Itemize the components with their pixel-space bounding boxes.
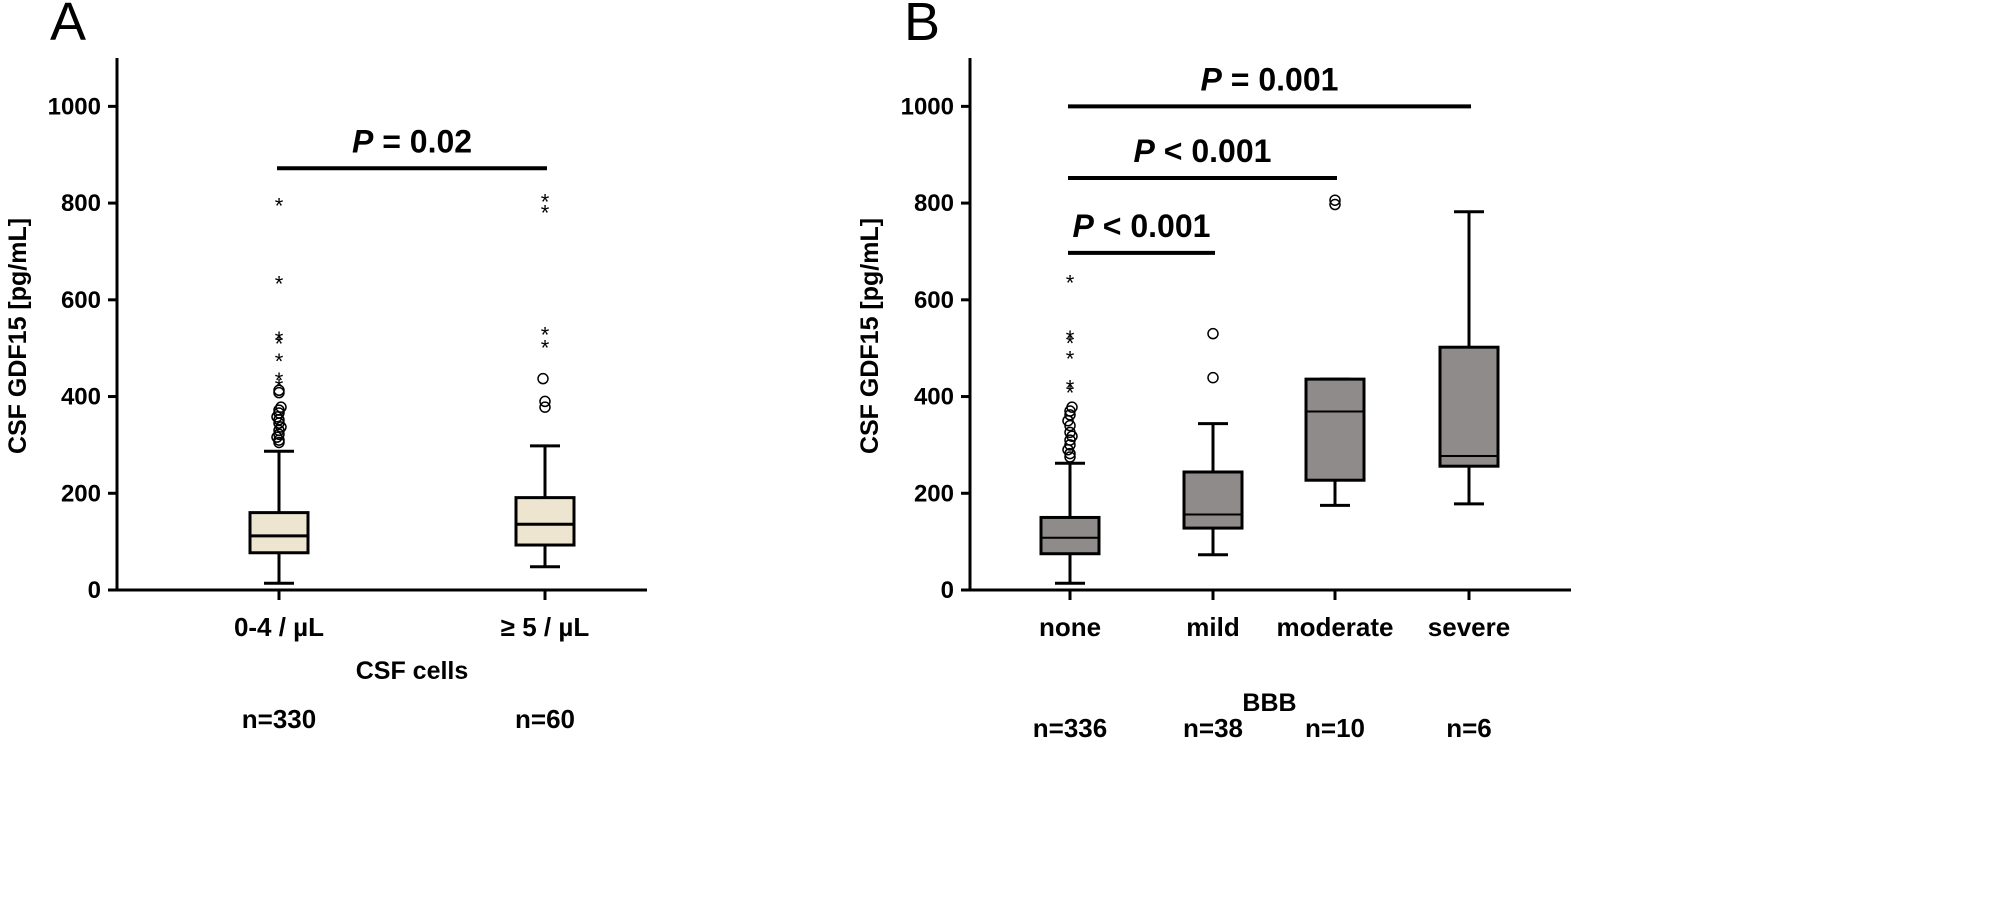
y-tick-label: 800 (61, 190, 101, 217)
p-symbol: P (352, 123, 374, 159)
y-tick-label: 200 (914, 480, 954, 507)
outlier-circle (1066, 401, 1078, 413)
panel-a: A 0 200 400 600 800 1000 CSF GDF15 [pg/mL] 0-4 /… (4, 0, 647, 734)
outlier-circle (273, 407, 285, 419)
y-axis-title: CSF GDF15 [pg/mL] (856, 218, 884, 454)
n-label: n=38 (1183, 713, 1243, 743)
outlier-star: * (1066, 331, 1075, 356)
outlier-star: * (1066, 270, 1075, 295)
p-value-label: P < 0.001 (1134, 133, 1272, 169)
outlier-star: * (275, 368, 284, 393)
p-value: = 0.02 (373, 123, 472, 159)
n-label: n=6 (1446, 713, 1492, 743)
box (1438, 345, 1500, 468)
n-label: n=336 (1033, 713, 1107, 743)
outlier-star: * (275, 374, 284, 399)
p-value-label: P = 0.02 (352, 123, 472, 159)
outlier-circle (1064, 439, 1076, 451)
outlier-star: * (541, 323, 550, 348)
panel-b: B 0 200 400 600 800 1000 CSF GDF15 [pg/mL] none n… (856, 0, 1571, 743)
box-group (1182, 327, 1244, 557)
outlier-star: * (1066, 375, 1075, 400)
y-tick-label: 1000 (48, 93, 101, 120)
x-tick-label: moderate (1276, 612, 1393, 642)
outlier-circle (273, 428, 285, 441)
p-symbol: P (1073, 208, 1095, 244)
outlier-circle (273, 384, 285, 397)
outlier-circle (1064, 426, 1076, 439)
box-group: ****** (1039, 270, 1101, 585)
outlier-circle (539, 401, 551, 413)
outlier-circle (1329, 198, 1341, 211)
outlier-star: * (1066, 346, 1075, 371)
box (1182, 470, 1244, 530)
outlier-star: * (1066, 381, 1075, 406)
p-value: < 0.001 (1094, 208, 1211, 244)
y-tick-label: 0 (88, 577, 101, 604)
outlier-circle (1064, 409, 1076, 421)
y-tick-label: 200 (61, 480, 101, 507)
x-tick-label: ≥ 5 / µL (501, 612, 590, 642)
box-group: ******* (248, 194, 310, 585)
outlier-circle (539, 395, 551, 408)
y-tick-label: 600 (61, 287, 101, 314)
n-label: n=10 (1305, 713, 1365, 743)
panel-letter: A (50, 0, 86, 52)
box-group: **** (514, 190, 576, 569)
x-tick-label: 0-4 / µL (234, 612, 324, 642)
p-symbol: P (1201, 61, 1223, 97)
outlier-star: * (1066, 326, 1075, 351)
y-tick-label: 0 (941, 577, 954, 604)
outlier-circle (1329, 194, 1341, 206)
outlier-circle (273, 404, 285, 416)
box-group (1438, 210, 1500, 506)
panel-letter: B (904, 0, 940, 52)
box (514, 496, 576, 547)
y-tick-label: 600 (914, 287, 954, 314)
outlier-star: * (275, 331, 284, 356)
box (1304, 377, 1366, 482)
p-value: = 0.001 (1222, 61, 1339, 97)
outlier-star: * (541, 336, 550, 361)
x-tick-label: none (1039, 612, 1101, 642)
box (1039, 515, 1101, 556)
y-tick-label: 1000 (901, 93, 954, 120)
outlier-star: * (275, 349, 284, 374)
y-tick-label: 400 (914, 384, 954, 411)
outlier-circle (271, 431, 283, 443)
outlier-circle (275, 401, 287, 413)
p-value-label: P = 0.001 (1201, 61, 1339, 97)
x-axis-title: BBB (1242, 689, 1296, 717)
n-label: n=60 (515, 704, 575, 734)
x-tick-label: severe (1428, 612, 1510, 642)
p-symbol: P (1134, 133, 1156, 169)
outlier-star: * (275, 327, 284, 352)
outlier-circle (1207, 371, 1219, 384)
outlier-circle (537, 372, 549, 385)
outlier-star: * (541, 200, 550, 225)
p-value-label: P < 0.001 (1073, 208, 1211, 244)
n-label: n=330 (242, 704, 316, 734)
box (248, 511, 310, 555)
y-tick-label: 800 (914, 190, 954, 217)
x-tick-label: mild (1186, 612, 1239, 642)
outlier-star: * (275, 271, 284, 296)
y-tick-label: 400 (61, 384, 101, 411)
outlier-star: * (275, 194, 284, 219)
p-value: < 0.001 (1155, 133, 1272, 169)
x-axis-title: CSF cells (356, 657, 469, 685)
outlier-star: * (541, 190, 550, 215)
y-axis-title: CSF GDF15 [pg/mL] (4, 218, 32, 454)
box-group (1304, 194, 1366, 507)
outlier-circle (1207, 327, 1219, 340)
outlier-circle (1064, 451, 1076, 463)
